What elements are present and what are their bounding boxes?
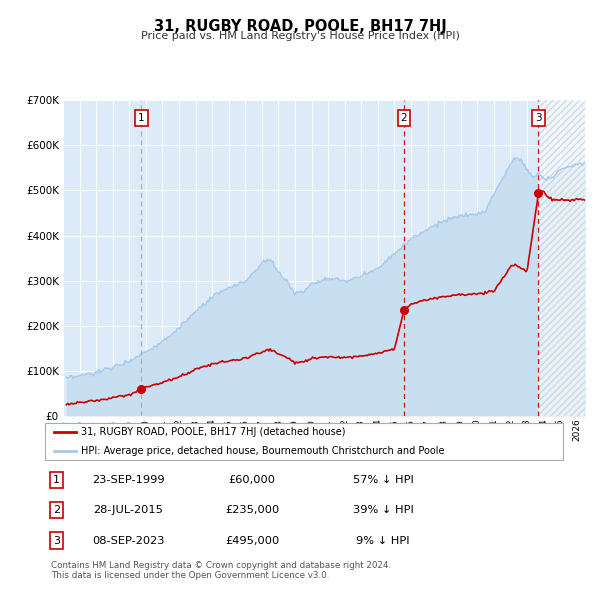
Text: 08-SEP-2023: 08-SEP-2023 [92, 536, 165, 546]
Text: 39% ↓ HPI: 39% ↓ HPI [353, 506, 413, 515]
Text: 23-SEP-1999: 23-SEP-1999 [92, 475, 165, 485]
Text: £495,000: £495,000 [225, 536, 279, 546]
Text: Price paid vs. HM Land Registry's House Price Index (HPI): Price paid vs. HM Land Registry's House … [140, 31, 460, 41]
Text: £235,000: £235,000 [225, 506, 279, 515]
Text: 31, RUGBY ROAD, POOLE, BH17 7HJ (detached house): 31, RUGBY ROAD, POOLE, BH17 7HJ (detache… [82, 428, 346, 438]
Text: 3: 3 [53, 536, 60, 546]
Text: £60,000: £60,000 [229, 475, 275, 485]
Text: This data is licensed under the Open Government Licence v3.0.: This data is licensed under the Open Gov… [51, 571, 329, 579]
Text: 31, RUGBY ROAD, POOLE, BH17 7HJ: 31, RUGBY ROAD, POOLE, BH17 7HJ [154, 19, 446, 34]
Text: HPI: Average price, detached house, Bournemouth Christchurch and Poole: HPI: Average price, detached house, Bour… [82, 447, 445, 456]
Text: 1: 1 [138, 113, 145, 123]
Text: Contains HM Land Registry data © Crown copyright and database right 2024.: Contains HM Land Registry data © Crown c… [51, 560, 391, 569]
FancyBboxPatch shape [44, 423, 563, 460]
Text: 2: 2 [401, 113, 407, 123]
Text: 57% ↓ HPI: 57% ↓ HPI [353, 475, 413, 485]
Text: 28-JUL-2015: 28-JUL-2015 [94, 506, 164, 515]
Text: 3: 3 [535, 113, 542, 123]
Text: 1: 1 [53, 475, 60, 485]
Text: 9% ↓ HPI: 9% ↓ HPI [356, 536, 410, 546]
Text: 2: 2 [53, 506, 60, 515]
